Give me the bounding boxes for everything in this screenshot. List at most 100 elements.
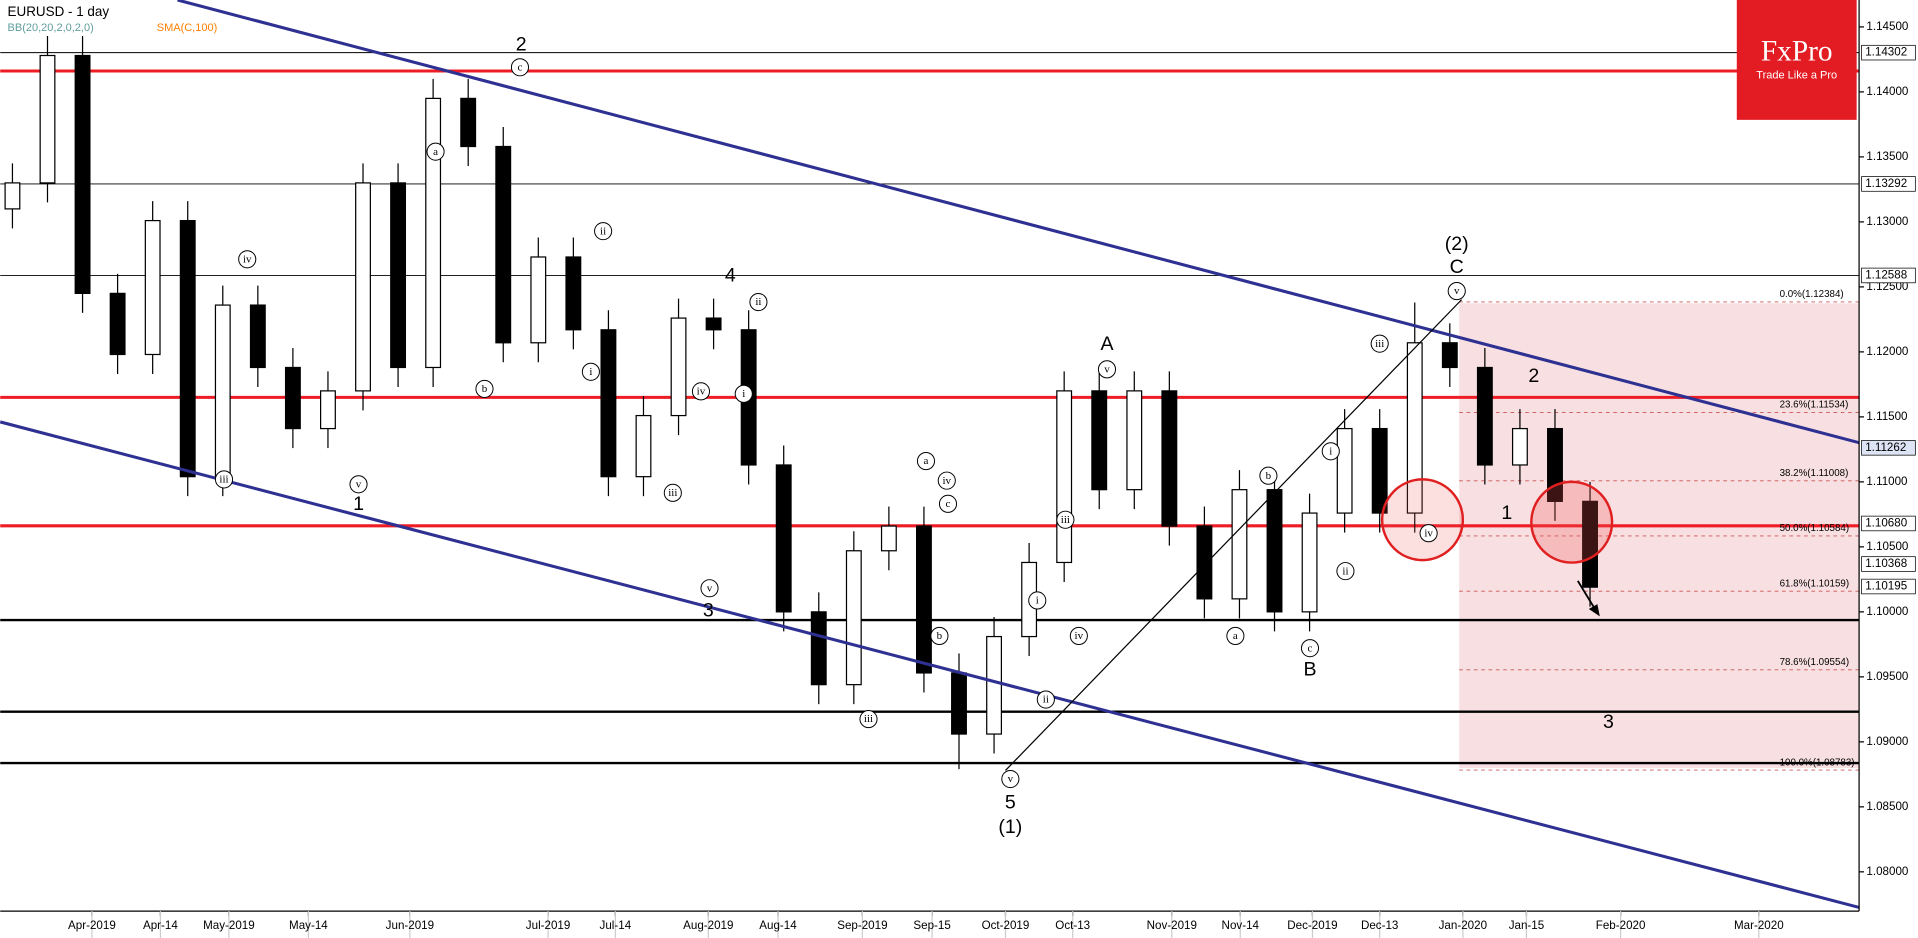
- arrow-head: [1588, 604, 1600, 617]
- y-tick-label: 1.13500: [1866, 150, 1908, 163]
- wave-circle: [1370, 334, 1389, 353]
- wave-circle: [1419, 524, 1438, 543]
- wave-circle: [1028, 591, 1047, 610]
- y-tick-label: 1.10000: [1866, 605, 1908, 618]
- y-tick-label: 1.14500: [1866, 20, 1908, 33]
- wave-label-small: i: [1329, 445, 1332, 457]
- candle-body: [460, 97, 477, 148]
- candle-body: [355, 182, 371, 392]
- wave-circle: [859, 710, 878, 729]
- candle-body: [1091, 390, 1108, 491]
- wave-label: A: [1100, 333, 1113, 355]
- candle-body: [986, 635, 1003, 735]
- wave-circle: [734, 384, 753, 403]
- wave-label: 1: [1501, 502, 1512, 524]
- wave-circle: [238, 250, 257, 269]
- candle-body: [495, 145, 512, 344]
- wave-circle: [1036, 690, 1055, 709]
- wave-circle: [510, 58, 530, 77]
- fib-label: 100.0%(1.08783): [1780, 757, 1855, 768]
- wave-label-small: iv: [697, 385, 706, 397]
- candle-body: [1231, 489, 1248, 600]
- wave-label-small: iii: [1061, 514, 1070, 526]
- wave-label: 4: [725, 265, 736, 287]
- wave-circle: [1447, 282, 1466, 301]
- wave-label: (2): [1445, 233, 1469, 255]
- wave-circle: [663, 483, 682, 502]
- wave-circle: [426, 142, 445, 161]
- price-box: [1861, 440, 1916, 456]
- wave-circle: [916, 452, 936, 471]
- wave-label-small: ii: [1043, 694, 1049, 706]
- fib-label: 78.6%(1.09554): [1780, 657, 1850, 668]
- wave-circle: [1226, 626, 1245, 645]
- x-tick-label: Aug-2019: [683, 919, 733, 932]
- wave-label-small: b: [937, 630, 943, 642]
- wave-label-small: a: [1233, 630, 1238, 642]
- channel-upper: [177, 0, 1860, 445]
- wave-circle: [581, 362, 600, 381]
- wave-circle: [1056, 510, 1075, 529]
- x-tick-label: May-14: [289, 919, 328, 932]
- y-tick-label: 1.13000: [1866, 215, 1908, 228]
- wave-label-small: ii: [755, 296, 761, 308]
- channel-lower: [0, 420, 1860, 909]
- indicator: BB(20,20,2,0,2,0): [8, 22, 94, 34]
- candle-body: [810, 611, 827, 686]
- candle-body: [1511, 427, 1528, 466]
- y-tick-label: 1.14000: [1866, 85, 1908, 98]
- indicator: SMA(C,100): [157, 22, 218, 34]
- price-box: [1861, 44, 1916, 61]
- y-tick-label: 1.12500: [1866, 280, 1908, 293]
- wave-label: 5: [1005, 792, 1016, 814]
- x-tick-label: Jul-2019: [526, 919, 571, 932]
- wave-label: (1): [998, 816, 1022, 838]
- x-tick-label: Nov-14: [1222, 919, 1260, 932]
- y-tick-label: 1.08000: [1866, 865, 1908, 878]
- wave-circle: [594, 222, 613, 241]
- x-tick-label: Oct-13: [1055, 919, 1090, 932]
- wave-label-small: iv: [1075, 630, 1084, 642]
- candle-body: [1196, 525, 1213, 600]
- price-box: [1861, 515, 1916, 532]
- candle-body: [705, 317, 722, 331]
- candle-body: [915, 525, 932, 674]
- wave-label-small: v: [1454, 285, 1460, 297]
- wave-label-small: a: [433, 146, 438, 158]
- candle-body: [320, 390, 336, 430]
- arrow: [1577, 580, 1596, 610]
- candle-body: [565, 256, 582, 331]
- wave-label-small: ii: [600, 225, 606, 237]
- wave-label: 2: [516, 33, 527, 55]
- wave-label-small: i: [1036, 595, 1039, 607]
- wave-label: B: [1303, 658, 1316, 680]
- candle-body: [1126, 390, 1143, 491]
- price-box: [1861, 267, 1916, 284]
- highlight-circle: [1380, 478, 1465, 562]
- candle-body: [39, 54, 56, 184]
- wave-label-small: iii: [1375, 338, 1384, 350]
- candle-body: [1441, 342, 1458, 369]
- wave-circle: [930, 626, 949, 645]
- wave-circle: [1259, 466, 1278, 485]
- price-box-label: 1.10368: [1865, 557, 1907, 570]
- candle-body: [1301, 512, 1318, 613]
- candle-body: [530, 256, 547, 344]
- y-tick-label: 1.09000: [1866, 735, 1908, 748]
- candle-body: [1161, 390, 1178, 527]
- highlight-circle: [1530, 480, 1614, 564]
- wave-label-small: c: [1308, 642, 1313, 654]
- wave-label-small: i: [589, 366, 592, 378]
- candle-body: [845, 550, 862, 686]
- candle-body: [214, 304, 231, 478]
- candle-body: [635, 414, 652, 478]
- wave-label-small: c: [518, 61, 523, 73]
- x-tick-label: Jan-2020: [1439, 919, 1487, 932]
- price-box: [1861, 176, 1916, 192]
- candle-body: [425, 97, 442, 369]
- fib-label: 23.6%(1.11534): [1780, 400, 1849, 411]
- x-tick-label: Mar-2020: [1734, 919, 1784, 932]
- x-tick-label: Dec-2019: [1287, 919, 1337, 932]
- fib-label: 61.8%(1.10159): [1780, 578, 1850, 589]
- wave-label-small: v: [356, 478, 362, 490]
